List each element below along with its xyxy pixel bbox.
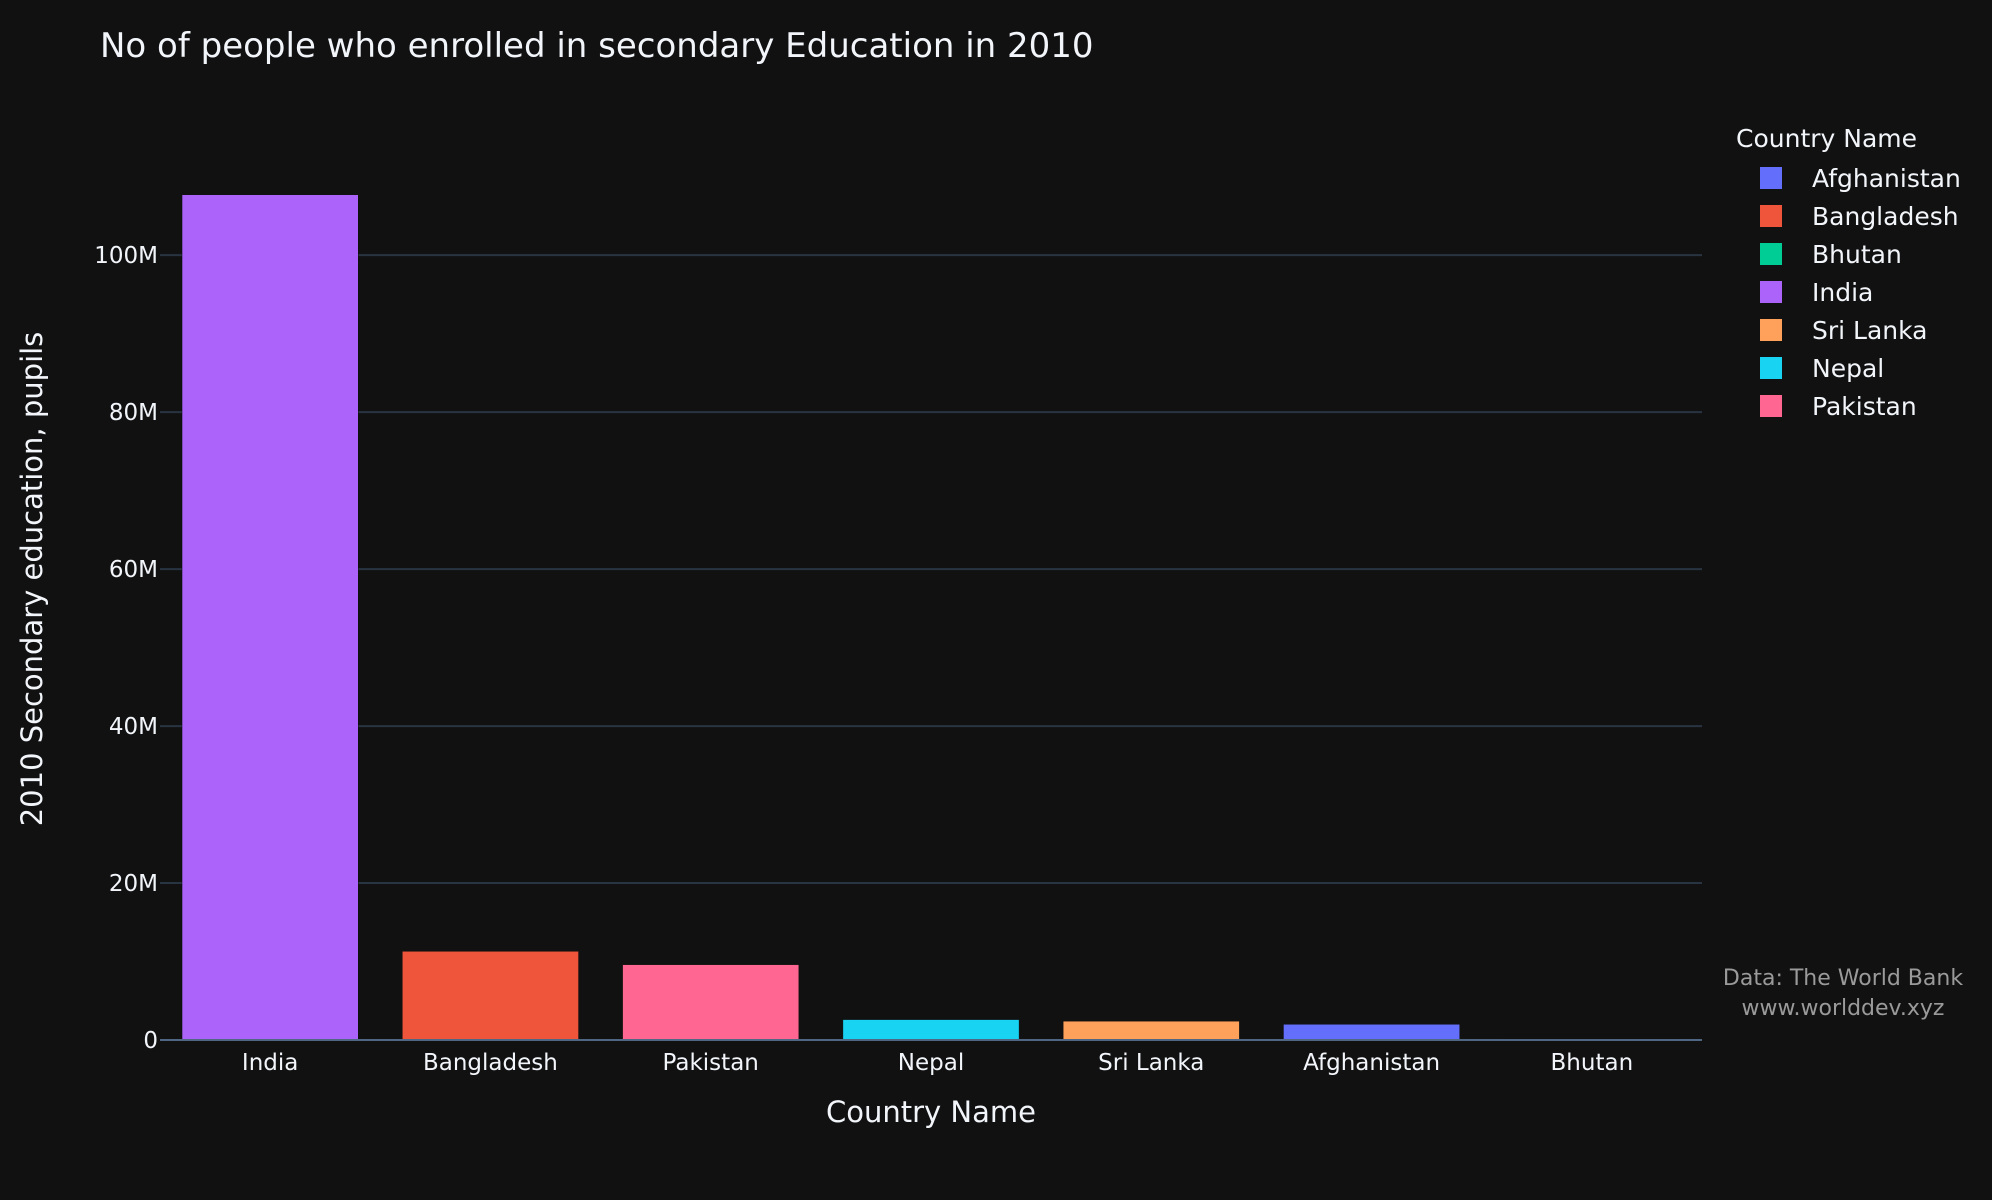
legend-swatch — [1760, 167, 1782, 189]
x-axis-title: Country Name — [826, 1095, 1036, 1129]
legend-item-bangladesh[interactable]: Bangladesh — [1736, 197, 1961, 235]
y-tick-label: 80M — [109, 400, 158, 426]
legend-item-bhutan[interactable]: Bhutan — [1736, 235, 1961, 273]
legend-items: Afghanistan Bangladesh Bhutan India Sri Lank… — [1736, 159, 1961, 425]
x-tick-label: Nepal — [898, 1050, 964, 1076]
legend-title: Country Name — [1736, 124, 1961, 153]
bar-india — [182, 195, 358, 1040]
legend-swatch — [1760, 319, 1782, 341]
legend-item-india[interactable]: India — [1736, 273, 1961, 311]
legend-swatch — [1760, 281, 1782, 303]
y-tick-label: 40M — [109, 714, 158, 740]
y-tick-label: 0 — [143, 1028, 158, 1054]
legend-label: Pakistan — [1812, 392, 1917, 421]
bar-sri-lanka — [1063, 1021, 1239, 1040]
x-tick-label: Bangladesh — [423, 1050, 558, 1076]
legend-label: Sri Lanka — [1812, 316, 1928, 345]
legend-item-afghanistan[interactable]: Afghanistan — [1736, 159, 1961, 197]
y-tick-label: 60M — [109, 557, 158, 583]
legend-swatch — [1760, 395, 1782, 417]
legend[interactable]: Country Name Afghanistan Bangladesh Bhutan… — [1736, 124, 1961, 425]
bars — [182, 195, 1680, 1040]
legend-label: Afghanistan — [1812, 164, 1961, 193]
gridlines — [160, 255, 1702, 883]
legend-item-pakistan[interactable]: Pakistan — [1736, 387, 1961, 425]
legend-swatch — [1760, 243, 1782, 265]
bar-afghanistan — [1283, 1024, 1459, 1040]
x-tick-label: India — [242, 1050, 298, 1076]
bar-bangladesh — [402, 951, 578, 1040]
x-tick-label: Bhutan — [1551, 1050, 1634, 1076]
legend-label: Bhutan — [1812, 240, 1902, 269]
legend-label: Bangladesh — [1812, 202, 1959, 231]
x-tick-label: Sri Lanka — [1098, 1050, 1204, 1076]
source-line-2: www.worlddev.xyz — [1690, 994, 1992, 1024]
y-tick-label: 20M — [109, 871, 158, 897]
source-annotation: Data: The World Bank www.worlddev.xyz — [1690, 964, 1992, 1024]
legend-label: Nepal — [1812, 354, 1884, 383]
y-tick-label: 100M — [94, 243, 158, 269]
bar-pakistan — [623, 965, 799, 1040]
source-line-1: Data: The World Bank — [1690, 964, 1992, 994]
legend-label: India — [1812, 278, 1873, 307]
legend-item-sri-lanka[interactable]: Sri Lanka — [1736, 311, 1961, 349]
bar-nepal — [843, 1020, 1019, 1040]
chart-title: No of people who enrolled in secondary E… — [100, 26, 1094, 66]
x-tick-label: Pakistan — [663, 1050, 759, 1076]
x-tick-label: Afghanistan — [1303, 1050, 1440, 1076]
legend-item-nepal[interactable]: Nepal — [1736, 349, 1961, 387]
y-axis-title: 2010 Secondary education, pupils — [15, 332, 49, 827]
legend-swatch — [1760, 357, 1782, 379]
legend-swatch — [1760, 205, 1782, 227]
